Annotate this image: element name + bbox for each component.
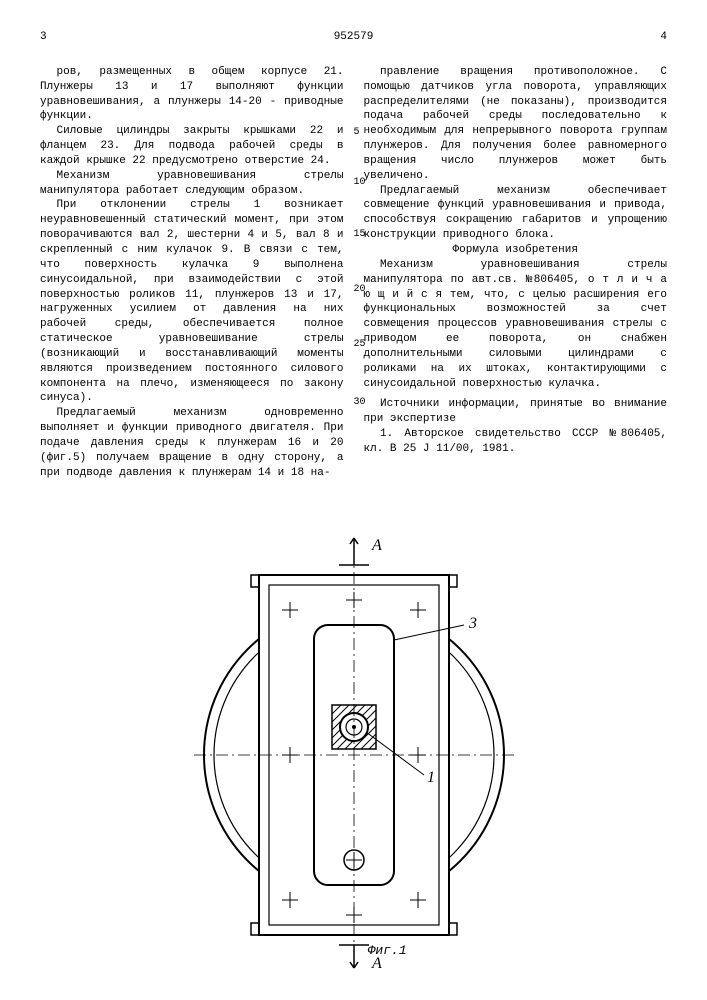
line-number: 30: [354, 398, 366, 408]
section-mark-top: A: [371, 537, 382, 554]
line-number: 5: [354, 128, 360, 138]
paragraph: Механизм уравновешивания стрелы манипуля…: [40, 169, 344, 199]
paragraph: Предлагаемый механизм обеспечивает совме…: [364, 184, 668, 243]
line-number: 10: [354, 178, 366, 188]
paragraph: Силовые цилиндры закрыты крышками 22 и ф…: [40, 124, 344, 169]
callout-1: 1: [427, 769, 435, 786]
formula-title: Формула изобретения: [364, 243, 668, 258]
patent-number: 952579: [334, 30, 374, 45]
paragraph: 1. Авторское свидетельство СССР №806405,…: [364, 427, 668, 457]
right-column: правление вращения противоположное. С по…: [364, 65, 668, 481]
figure-svg: A A 3 1: [164, 530, 544, 970]
line-number: 15: [354, 230, 366, 240]
sources-title: Источники информации, принятые во вниман…: [364, 397, 668, 427]
paragraph: Механизм уравновешивания стрелы манипуля…: [364, 258, 668, 392]
left-column: ров, размещенных в общем корпусе 21. Плу…: [40, 65, 344, 481]
line-number: 25: [354, 340, 366, 350]
page-number-right: 4: [660, 30, 667, 45]
paragraph: При отклонении стрелы 1 возникает неурав…: [40, 198, 344, 406]
callout-3: 3: [468, 615, 477, 632]
paragraph: ров, размещенных в общем корпусе 21. Плу…: [40, 65, 344, 124]
figure-label: Фиг.1: [368, 942, 407, 960]
figure-1: A A 3 1 Фиг.1: [0, 530, 707, 970]
line-number: 20: [354, 285, 366, 295]
paragraph: правление вращения противоположное. С по…: [364, 65, 668, 184]
page-number-left: 3: [40, 30, 47, 45]
paragraph: Предлагаемый механизм одновременно выпол…: [40, 406, 344, 480]
